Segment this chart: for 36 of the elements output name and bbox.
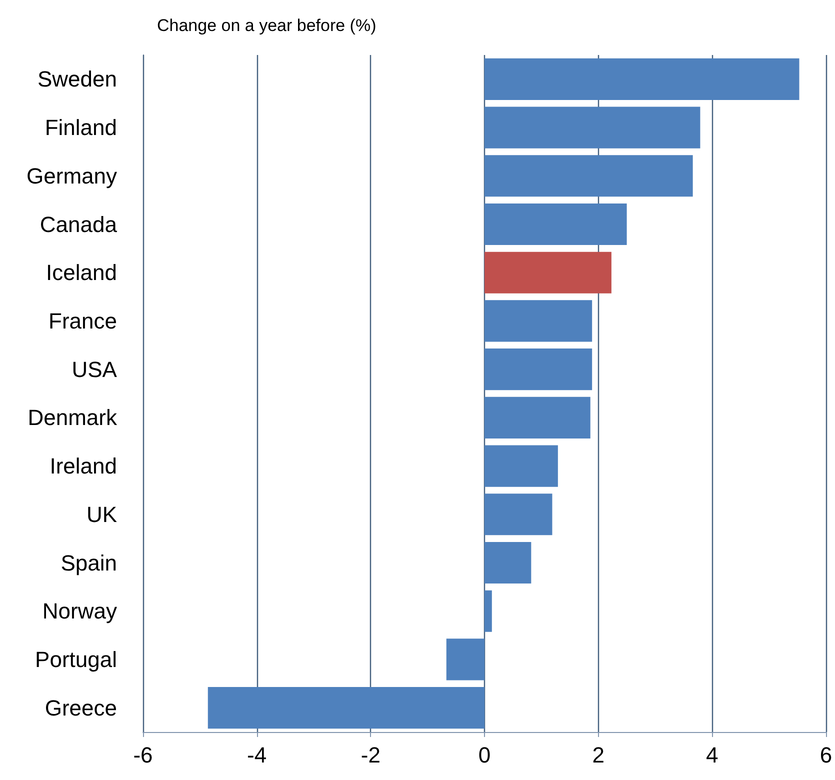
y-tick-label: Norway (42, 598, 117, 624)
y-tick-label: Spain (60, 550, 117, 576)
y-tick-label: Iceland (46, 260, 117, 286)
bar (484, 155, 693, 197)
bar (484, 252, 612, 294)
x-tick-label: 6 (820, 742, 832, 768)
bar (484, 445, 558, 487)
y-tick-label: Germany (26, 163, 117, 188)
x-tick-label: -6 (133, 742, 153, 768)
y-tick-label: USA (72, 356, 118, 382)
bar (484, 58, 800, 100)
y-tick-label: Denmark (28, 405, 118, 430)
bar (484, 106, 700, 148)
x-tick-label: -4 (247, 742, 267, 768)
y-tick-label: UK (86, 502, 118, 527)
chart-title: Change on a year before (%) (157, 16, 376, 35)
bar (484, 348, 592, 390)
bar (484, 542, 532, 584)
y-tick-label: Sweden (37, 66, 117, 92)
y-tick-label: France (48, 308, 117, 334)
x-tick-label: 2 (592, 742, 604, 768)
y-tick-label: Greece (44, 695, 117, 720)
y-tick-label: Ireland (50, 454, 117, 479)
bar (484, 590, 492, 632)
bar (484, 396, 590, 438)
bar (484, 494, 552, 536)
y-tick-label: Canada (40, 212, 118, 237)
bar (484, 300, 592, 342)
bar (484, 203, 627, 246)
y-tick-label: Finland (44, 115, 117, 140)
bar (446, 638, 484, 680)
bar (208, 687, 484, 729)
x-tick-label: 0 (478, 742, 491, 768)
x-tick-label: 4 (706, 742, 718, 768)
y-tick-label: Portugal (35, 646, 117, 672)
x-tick-label: -2 (360, 742, 380, 768)
